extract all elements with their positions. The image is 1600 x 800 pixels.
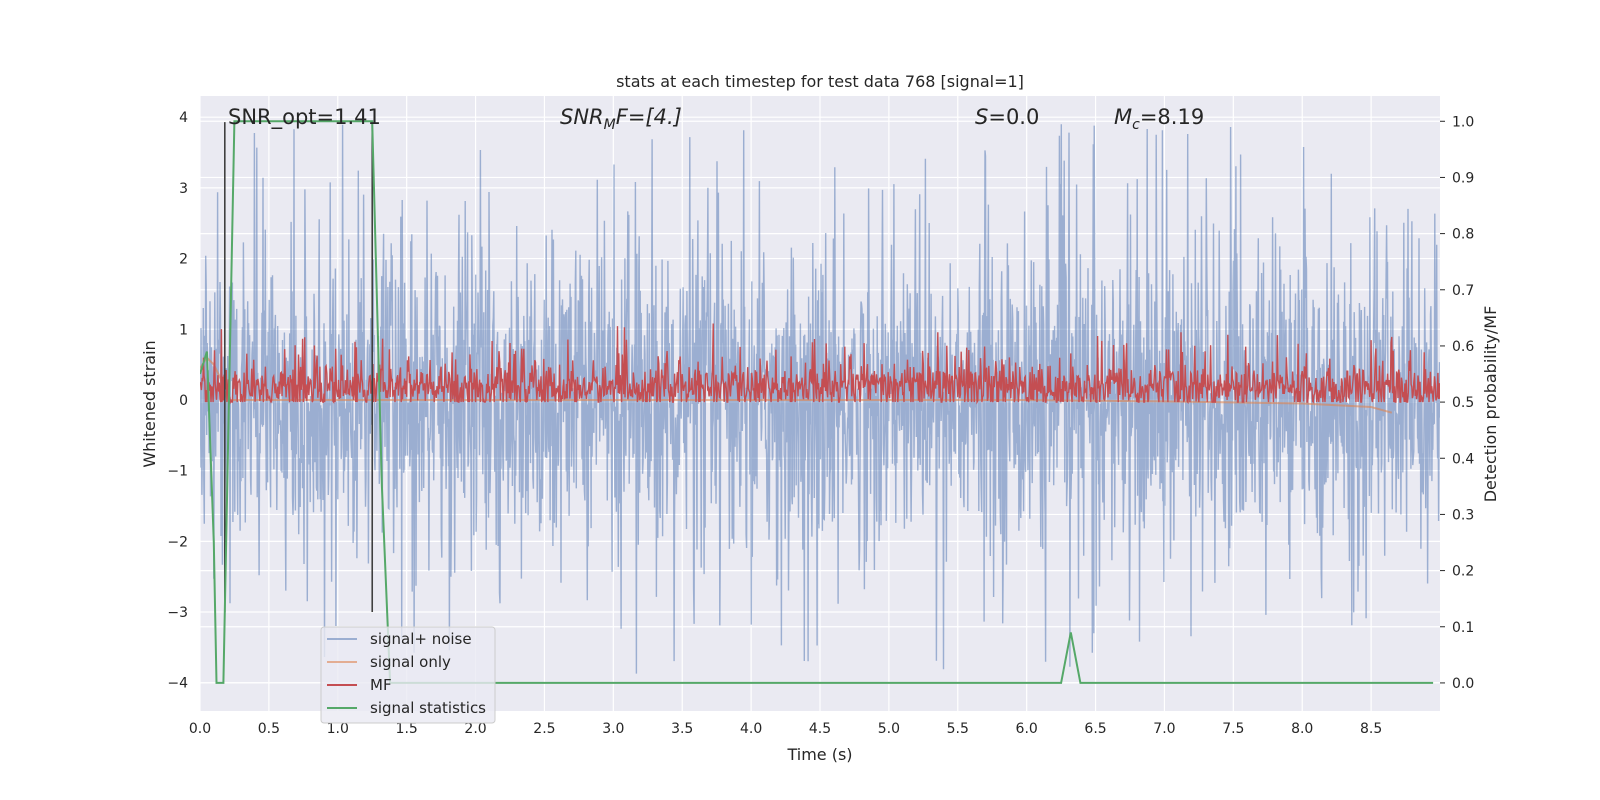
y-right-tick-label-4: 0.4 (1452, 451, 1474, 467)
annotation-snr-mf: SNRMF=[4.] (560, 105, 682, 133)
series-mf-line (200, 323, 1440, 405)
annotation-s: S=0.0 (975, 105, 1039, 129)
x-tick-label-5: 2.5 (533, 721, 555, 737)
x-tick-label-1: 0.5 (258, 721, 280, 737)
x-tick-label-12: 6.0 (1016, 721, 1038, 737)
y-tick-label-8: 4 (179, 110, 188, 126)
x-tick-label-7: 3.5 (671, 721, 693, 737)
x-tick-label-13: 6.5 (1084, 721, 1106, 737)
x-tick-label-14: 7.0 (1153, 721, 1175, 737)
y-tick-label-0: −4 (167, 676, 188, 692)
y-right-tick-label-8: 0.8 (1452, 227, 1474, 243)
x-tick-label-6: 3.0 (602, 721, 624, 737)
y-right-tick-label-1: 0.1 (1452, 620, 1474, 636)
legend-label-signal-noise: signal+ noise (370, 630, 472, 648)
y-axis-right-label: Detection probability/MF (1481, 306, 1500, 503)
series-signal-statistics-line (200, 120, 1434, 684)
x-tick-label-9: 4.5 (809, 721, 831, 737)
x-axis-ticks: 0.0 0.5 1.0 1.5 2.0 2.5 3.0 3.5 4.0 4.5 5.0 5.5 6.0 6… (189, 721, 1382, 737)
y-right-tick-label-3: 0.3 (1452, 507, 1474, 523)
y-right-tick-label-9: 0.9 (1452, 170, 1474, 186)
x-axis-label: Time (s) (786, 745, 852, 764)
y-tick-label-6: 2 (179, 252, 188, 268)
annotation-snr-mf-sub: M (604, 117, 616, 133)
y-right-tick-label-7: 0.7 (1452, 283, 1474, 299)
annotation-snr-mf-tail: F=[4.] (616, 105, 682, 129)
annotation-snr-mf-main: SNR (560, 105, 604, 129)
series-layer (200, 120, 1440, 684)
annotation-snr-opt: SNR_opt=1.41 (228, 105, 381, 130)
x-tick-label-16: 8.0 (1291, 721, 1313, 737)
legend-label-mf: MF (370, 676, 392, 694)
legend-label-signal-statistics: signal statistics (370, 699, 486, 717)
series-signal-only-line (200, 356, 1393, 414)
annotation-s-tail: =0.0 (988, 105, 1039, 129)
x-tick-label-4: 2.0 (464, 721, 486, 737)
y-tick-label-1: −3 (167, 605, 188, 621)
x-tick-label-8: 4.0 (740, 721, 762, 737)
series-signal-noise-line (200, 124, 1440, 674)
y-right-tick-label-10: 1.0 (1452, 114, 1474, 130)
x-tick-label-10: 5.0 (878, 721, 900, 737)
y-axis-right-ticks: 0.0 0.1 0.2 0.3 0.4 0.5 0.6 0.7 0.8 0.9 1.0 (1440, 114, 1474, 692)
y-right-tick-label-5: 0.5 (1452, 395, 1474, 411)
y-tick-label-5: 1 (179, 322, 188, 338)
y-tick-label-4: 0 (179, 393, 188, 409)
y-right-tick-label-6: 0.6 (1452, 339, 1474, 355)
x-tick-label-0: 0.0 (189, 721, 211, 737)
x-tick-label-3: 1.5 (396, 721, 418, 737)
y-axis-ticks: −4 −3 −2 −1 0 1 2 3 4 (167, 110, 188, 692)
y-right-tick-label-0: 0.0 (1452, 676, 1474, 692)
annotation-mc-tail: =8.19 (1140, 105, 1204, 129)
chart-title: stats at each timestep for test data 768… (616, 72, 1024, 91)
annotation-mc: Mc=8.19 (1114, 105, 1204, 133)
x-tick-label-11: 5.5 (947, 721, 969, 737)
x-tick-label-2: 1.0 (327, 721, 349, 737)
annotation-mc-main: M (1114, 105, 1132, 129)
legend-label-signal-only: signal only (370, 653, 451, 671)
y-tick-label-3: −1 (167, 464, 188, 480)
plot-area (200, 120, 1440, 684)
legend-box (320, 626, 496, 724)
x-tick-label-15: 7.5 (1222, 721, 1244, 737)
annotation-s-main: S (975, 105, 988, 129)
y-tick-label-7: 3 (179, 181, 188, 197)
y-tick-label-2: −2 (167, 534, 188, 550)
annotation-mc-sub: c (1132, 117, 1140, 133)
x-tick-label-17: 8.5 (1360, 721, 1382, 737)
y-right-tick-label-2: 0.2 (1452, 564, 1474, 580)
y-axis-label: Whitened strain (140, 340, 159, 467)
legend: signal+ noise signal only MF signal stat… (320, 626, 496, 724)
